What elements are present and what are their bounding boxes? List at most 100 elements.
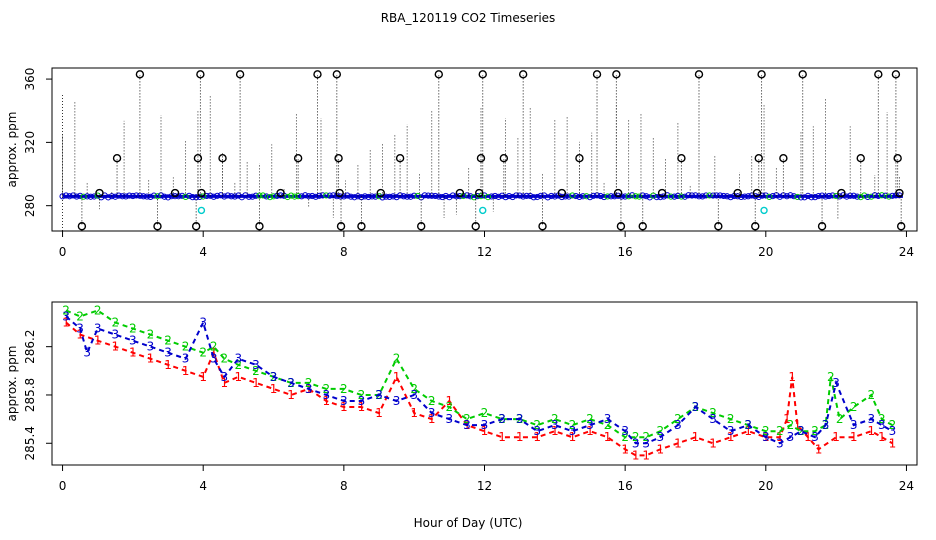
series-3-marker: 3	[762, 430, 770, 444]
series-2-marker: 2	[94, 303, 102, 317]
baseline-point	[607, 193, 615, 200]
series-2-marker: 2	[147, 328, 155, 342]
flag-point	[336, 222, 346, 231]
series-1-marker: 1	[76, 328, 84, 342]
flag-point	[197, 188, 206, 198]
series-3-marker: 3	[252, 358, 260, 372]
baseline-point	[77, 192, 84, 199]
baseline-point	[558, 193, 565, 201]
flag-point	[332, 70, 342, 79]
series-3-marker: 3	[270, 370, 278, 384]
series-2-marker: 2	[551, 412, 559, 426]
series-2-marker: 2	[62, 303, 70, 317]
x-tick-label: 16	[618, 479, 633, 493]
flag-point	[538, 222, 547, 231]
flag-point	[434, 70, 443, 79]
baseline-point	[386, 193, 393, 200]
series-1-marker: 1	[656, 442, 664, 456]
x-axis-label: Hour of Day (UTC)	[414, 516, 523, 530]
series-2-marker: 2	[533, 418, 541, 432]
baseline-point	[790, 193, 798, 200]
baseline-point	[766, 193, 773, 201]
flag-point	[612, 70, 621, 79]
series-2-marker: 2	[322, 382, 330, 396]
baseline-point	[446, 194, 453, 201]
x-tick-label: 24	[899, 479, 914, 493]
series-2-marker: 2	[878, 412, 886, 426]
x-tick-label: 20	[758, 245, 773, 259]
baseline-point	[797, 194, 805, 201]
baseline-point	[414, 192, 421, 200]
cyan-point	[479, 206, 487, 215]
baseline-point	[716, 192, 724, 199]
baseline-point	[783, 193, 790, 200]
series-2-marker: 2	[428, 394, 436, 408]
baseline-point	[667, 193, 674, 200]
flag-point	[896, 222, 906, 231]
baseline-point	[326, 192, 333, 199]
baseline-point	[302, 192, 309, 199]
baseline-point	[724, 193, 731, 200]
baseline-point	[143, 193, 151, 200]
baseline-point	[818, 192, 826, 199]
series-2-marker: 2	[867, 388, 875, 402]
flag-point	[891, 70, 901, 79]
baseline-point	[66, 193, 73, 200]
series-2-marker: 2	[129, 322, 137, 336]
flag-point	[754, 154, 763, 163]
baseline-point	[801, 194, 808, 201]
baseline-point	[850, 192, 857, 199]
series-2-marker: 2	[586, 412, 594, 426]
series-3-marker: 3	[551, 418, 559, 432]
flag-point	[677, 154, 686, 163]
series-3-marker: 3	[428, 406, 436, 420]
baseline-point	[709, 192, 717, 199]
baseline-point	[249, 193, 256, 200]
flag-point	[77, 222, 87, 231]
series-2-marker: 2	[836, 412, 844, 426]
x-tick-label: 8	[340, 479, 348, 493]
baseline-point	[323, 192, 330, 199]
baseline-point	[639, 192, 646, 199]
series-3-marker: 3	[822, 418, 830, 432]
baseline-point	[224, 192, 231, 199]
baseline-point	[442, 192, 449, 200]
series-1-line	[65, 321, 893, 457]
baseline-point	[309, 192, 316, 200]
baseline-point	[713, 192, 720, 199]
baseline-point	[305, 193, 312, 200]
series-1-marker: 1	[94, 334, 102, 348]
baseline-point	[604, 193, 611, 200]
series-2-marker: 2	[642, 430, 650, 444]
series-3-marker: 3	[235, 352, 243, 366]
baseline-point	[182, 193, 189, 200]
x-tick-label: 0	[59, 479, 67, 493]
flag-point	[478, 70, 487, 79]
baseline-point	[688, 192, 696, 199]
baseline-point	[868, 193, 875, 200]
baseline-point	[98, 194, 105, 201]
baseline-point	[288, 192, 295, 199]
series-2-marker: 2	[111, 316, 119, 330]
series-1-marker: 1	[340, 400, 348, 414]
flag-point	[471, 222, 480, 231]
baseline-point	[330, 192, 337, 199]
baseline-point	[291, 193, 298, 200]
series-2-marker: 2	[210, 340, 218, 354]
baseline-point	[513, 192, 520, 199]
baseline-point	[80, 193, 87, 200]
baseline-point	[520, 193, 527, 200]
baseline-point	[579, 193, 587, 200]
baseline-point	[523, 192, 530, 199]
baseline-point	[119, 193, 126, 200]
series-3-marker: 3	[787, 430, 795, 444]
baseline-point	[769, 193, 776, 200]
series-2-marker: 2	[463, 412, 471, 426]
series-2-marker: 2	[199, 346, 207, 360]
series-2-marker: 2	[481, 406, 489, 420]
baseline-point	[59, 193, 66, 200]
baseline-point	[252, 192, 260, 199]
series-2-marker: 2	[850, 400, 858, 414]
flag-point	[196, 70, 205, 79]
series-3-marker: 3	[111, 328, 119, 342]
